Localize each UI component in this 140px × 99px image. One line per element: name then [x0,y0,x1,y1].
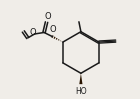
Text: O: O [45,12,51,21]
Text: HO: HO [75,87,87,96]
Polygon shape [79,73,82,84]
Text: O: O [29,28,36,37]
Text: O: O [49,25,56,34]
